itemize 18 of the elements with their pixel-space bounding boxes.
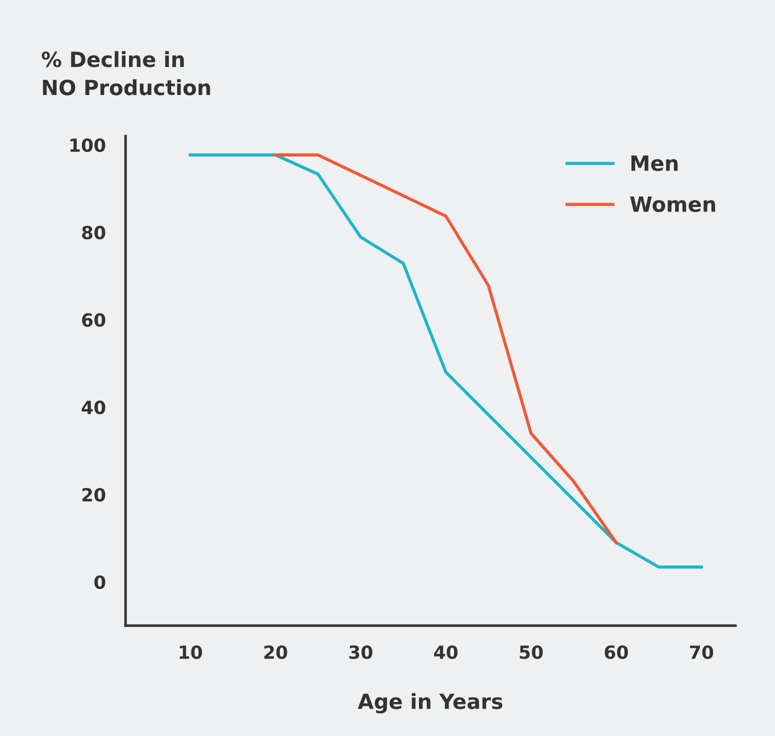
y-tick-label: 80 [82, 226, 106, 240]
legend-label: Women [630, 196, 716, 212]
y-tick-label: 100 [70, 138, 106, 152]
x-tick-label: 20 [264, 645, 288, 660]
x-tick-label: 40 [434, 645, 458, 660]
y-tick-label: 20 [82, 488, 106, 502]
legend-label: Men [631, 156, 678, 172]
y-tick-label: 0 [94, 575, 106, 590]
y-axis-title: % Decline in NO Production [42, 51, 210, 96]
x-tick-label: 70 [690, 645, 714, 660]
line-series [274, 153, 618, 544]
x-axis-title: Age in Years [358, 693, 502, 714]
x-tick-label: 50 [520, 645, 543, 660]
x-tick-label: 10 [180, 645, 202, 660]
x-tick-label: 60 [604, 645, 628, 660]
y-tick-label: 40 [82, 400, 106, 414]
x-tick-label: 30 [349, 645, 372, 660]
y-tick-label: 60 [82, 313, 106, 327]
